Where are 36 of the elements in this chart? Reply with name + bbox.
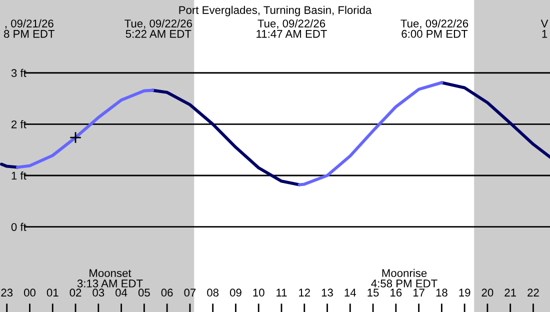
x-tick-label: 04 [116,288,128,297]
x-tick-label: 05 [138,288,150,297]
annotation: Moonset 3:13 AM EDT [77,269,143,288]
annotation: , 09/21/26 8 PM EDT [4,19,55,38]
x-tick-label: 08 [207,288,219,297]
x-tick-label: 15 [368,288,379,297]
annotation: Tue, 09/22/26 5:22 AM EDT [124,19,192,38]
x-tick-label: 06 [161,288,173,297]
y-tick-label: 3 ft [11,68,26,78]
x-tick-label: 20 [482,288,494,297]
x-tick-label: 01 [46,288,58,297]
x-tick-label: 17 [413,288,424,296]
x-tick-label: 09 [230,288,242,297]
x-tick-label: 00 [24,288,36,297]
chart-title: Port Everglades, Turning Basin, Florida [179,6,372,16]
x-tick-label: 07 [184,288,196,297]
annotation: V 1 [540,20,548,38]
annotation: Tue, 09/22/26 6:00 PM EDT [400,19,468,38]
x-tick-label: 16 [390,288,402,297]
y-tick-label: 2 ft [12,120,26,128]
x-tick-label: 23 [1,288,13,297]
x-tick-label: 19 [459,288,470,297]
x-tick-label: 10 [253,288,264,297]
x-tick-label: 18 [436,288,448,297]
annotation: Tue, 09/22/26 11:47 AM EDT [256,19,327,38]
y-tick-label: 1 ft [12,171,26,180]
x-tick-label: 22 [528,288,539,296]
x-tick-label: 02 [70,288,82,297]
x-tick-label: 12 [299,288,310,296]
x-tick-label: 14 [344,288,356,296]
x-tick-label: 13 [322,288,333,297]
x-tick-label: 03 [92,288,104,297]
x-tick-label: 21 [504,288,516,296]
y-tick-label: 0 ft [11,222,26,231]
x-tick-label: 11 [276,288,287,296]
annotation: Moonrise 4:58 PM EDT [371,268,438,288]
